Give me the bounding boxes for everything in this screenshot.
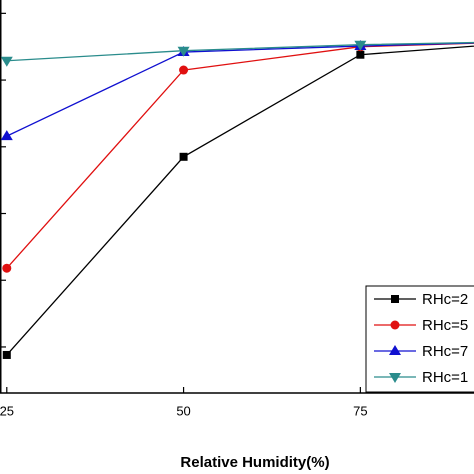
series-line	[6, 45, 474, 356]
series-line	[6, 41, 474, 62]
marker	[179, 65, 189, 75]
marker	[2, 350, 11, 359]
marker	[2, 263, 12, 273]
legend-marker	[390, 320, 400, 330]
marker	[179, 152, 188, 161]
x-tick-label: 50	[176, 403, 190, 418]
legend-label: RHc=2	[422, 291, 468, 308]
x-axis-label: Relative Humidity(%)	[180, 454, 329, 471]
legend-marker	[391, 295, 399, 303]
legend-label: RHc=5	[422, 317, 468, 334]
plot-area	[0, 40, 474, 359]
series-line	[6, 42, 474, 137]
legend-box	[365, 285, 474, 393]
legend-marker	[389, 345, 401, 355]
marker	[356, 50, 365, 59]
marker	[0, 56, 13, 67]
series-line	[6, 42, 474, 269]
x-tick-label: 75	[353, 403, 367, 418]
marker	[354, 40, 367, 51]
x-tick-label: 25	[0, 403, 14, 418]
marker	[177, 46, 190, 57]
marker	[0, 130, 13, 141]
legend-label: RHc=1	[422, 369, 468, 386]
legend-marker	[389, 373, 401, 383]
legend-label: RHc=7	[422, 343, 468, 360]
